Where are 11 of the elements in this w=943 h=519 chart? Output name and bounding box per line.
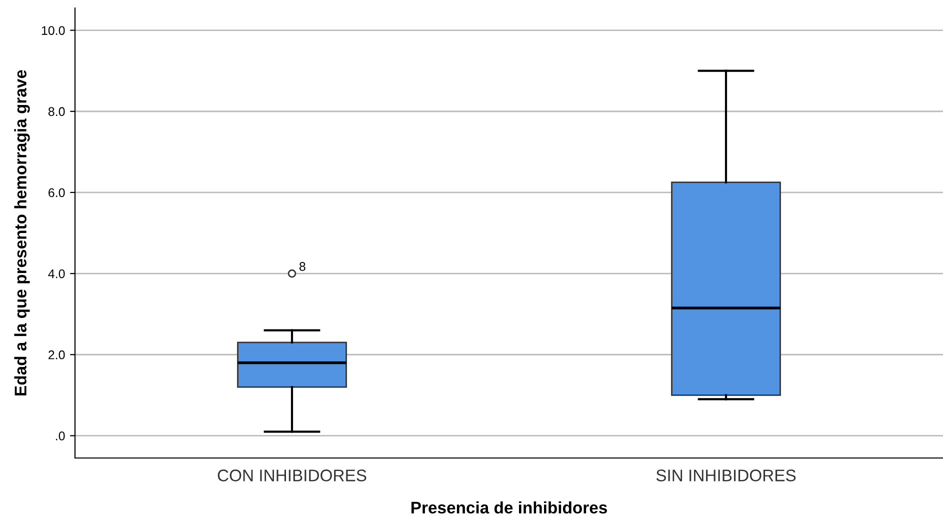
y-tick-label: 8.0 [48, 107, 65, 116]
annotation: 8 [299, 262, 306, 271]
y-axis-title: Edad a la que presento hemorragia grave [14, 70, 30, 396]
y-tick-label: 4.0 [48, 269, 65, 278]
y-tick-label: 6.0 [48, 188, 65, 198]
x-tick-label: CON INHIBIDORES [218, 470, 366, 482]
y-tick-label: 2.0 [48, 350, 65, 360]
x-axis-title: Presencia de inhibidores [411, 501, 607, 514]
y-tick-label: 10.0 [42, 26, 65, 35]
y-tick-label: .0 [56, 432, 65, 440]
x-tick-label: SIN INHIBIDORES [656, 470, 796, 482]
